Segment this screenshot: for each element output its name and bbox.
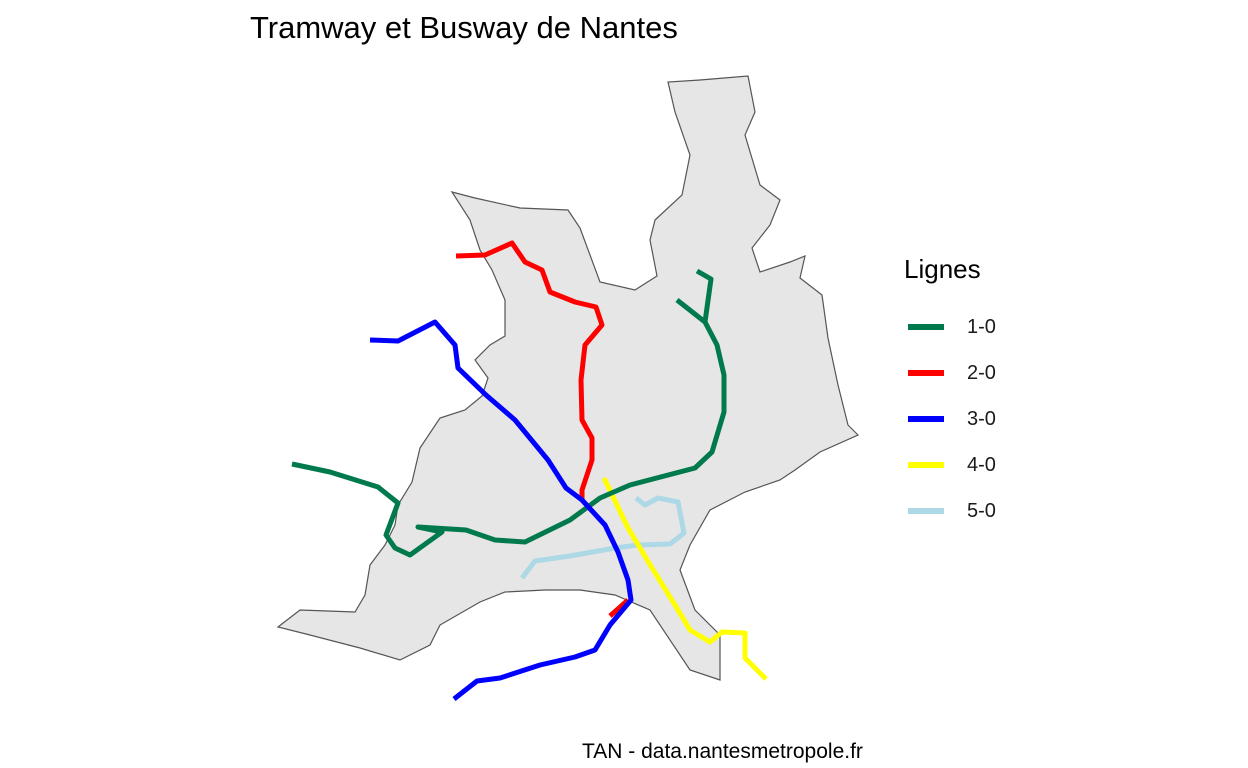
legend-label-line-5: 5-0 bbox=[967, 499, 996, 522]
legend-label-line-3: 3-0 bbox=[967, 407, 996, 430]
legend-label-line-2: 2-0 bbox=[967, 361, 996, 384]
map-caption: TAN - data.nantesmetropole.fr bbox=[582, 740, 863, 763]
map-title: Tramway et Busway de Nantes bbox=[250, 10, 678, 45]
legend-label-line-4: 4-0 bbox=[967, 453, 996, 476]
legend-item-line-1: 1-0 bbox=[904, 304, 996, 350]
legend-key-line-3 bbox=[908, 416, 944, 422]
legend-key-line-4 bbox=[908, 462, 944, 468]
legend-key-line-5 bbox=[908, 508, 944, 514]
legend-item-line-3: 3-0 bbox=[904, 396, 996, 442]
nantes-commune-area bbox=[276, 75, 860, 681]
route-line-5 bbox=[520, 495, 687, 580]
route-line-2-segment-1 bbox=[455, 240, 605, 500]
legend-key-line-2 bbox=[908, 370, 944, 376]
legend-title: Lignes bbox=[904, 254, 981, 284]
route-line-1-segment-1 bbox=[291, 298, 727, 558]
legend-label-line-1: 1-0 bbox=[967, 315, 996, 338]
route-line-2-segment-2 bbox=[608, 598, 630, 618]
legend-item-line-5: 5-0 bbox=[904, 488, 996, 534]
route-line-3 bbox=[369, 319, 634, 701]
route-line-4 bbox=[601, 476, 768, 681]
legend-key-line-1 bbox=[908, 324, 944, 330]
legend: Lignes 1-0 2-0 3-0 4-0 5-0 bbox=[904, 254, 996, 534]
legend-item-line-4: 4-0 bbox=[904, 442, 996, 488]
route-line-1-segment-2 bbox=[695, 268, 714, 323]
legend-item-line-2: 2-0 bbox=[904, 350, 996, 396]
